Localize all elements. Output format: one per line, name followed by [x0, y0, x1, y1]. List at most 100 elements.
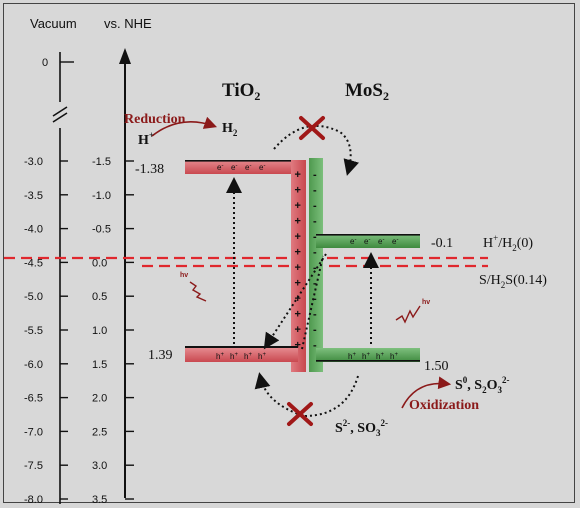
plus-charge: +	[295, 340, 301, 352]
plus-charge: +	[295, 293, 301, 305]
hole: h+	[390, 352, 398, 361]
plus-charge: +	[295, 278, 301, 290]
electron: e-	[231, 163, 237, 172]
tio2-holes: h+ h+ h+ h+	[216, 352, 266, 361]
minus-charge: -	[313, 200, 317, 212]
electron: e-	[259, 163, 265, 172]
minus-charge: -	[313, 216, 317, 228]
hole: h+	[362, 352, 370, 361]
plus-charge: +	[295, 324, 301, 336]
plus-charge: +	[295, 231, 301, 243]
minus-charge: -	[313, 247, 317, 259]
vacuum-axis: 0 -3.0 -3.5 -4.0 -4.5 -5.0 -5.5 -6.0 -6.5 -7.0 -7…	[24, 52, 74, 504]
tio2-vb-value: 1.39	[148, 348, 173, 363]
vacuum-tick-label: -8.0	[24, 494, 43, 504]
hole: h+	[216, 352, 224, 361]
nhe-tick-label: -0.5	[92, 224, 111, 236]
nhe-tick-label: 1.5	[92, 359, 107, 371]
minus-charge: -	[313, 340, 317, 352]
vacuum-tick-label: -4.0	[24, 224, 43, 236]
vacuum-tick-label: -5.5	[24, 325, 43, 337]
tio2-electrons: e-e-e-e-	[217, 163, 265, 172]
oxidation-label: Oxidization	[409, 398, 479, 413]
vacuum-axis-title: Vacuum	[30, 16, 77, 31]
tio2-conduction-band	[185, 160, 298, 174]
minus-charge: -	[313, 293, 317, 305]
plus-charge: +	[295, 262, 301, 274]
interface-negative-charges: - - - - - - - - - - - -	[313, 169, 317, 352]
svg-text:hv: hv	[180, 272, 188, 279]
minus-charge: -	[313, 309, 317, 321]
nhe-tick-marks: -1.5 -1.0 -0.5 0.0 0.5 1.0 1.5 2.0 2.5 3.0 3.5	[92, 156, 134, 504]
mos2-interface-column	[309, 158, 323, 372]
reduction-product: H2	[222, 121, 238, 138]
plus-charge: +	[295, 169, 301, 181]
plus-charge: +	[295, 216, 301, 228]
h2s-potential-label: S/H2S(0.14)	[479, 273, 547, 290]
cross-bottom-icon	[287, 402, 313, 426]
nhe-tick-label: -1.0	[92, 190, 111, 202]
mos2-valence-band	[316, 348, 420, 362]
nhe-tick-label: 3.0	[92, 460, 107, 472]
hole: h+	[244, 352, 252, 361]
vacuum-tick-label: -7.5	[24, 460, 43, 472]
blocked-hole-path	[254, 372, 359, 418]
blocked-electron-path	[273, 124, 359, 176]
cross-top-icon	[299, 116, 325, 140]
diagram-frame: Vacuum vs. NHE 0 -3.0 -3.5 -4.0 -4.5 -5.0 -5.…	[3, 3, 575, 504]
interface-recombination-arrow	[301, 255, 324, 350]
svg-text:hv: hv	[422, 299, 430, 306]
nhe-tick-label: -1.5	[92, 156, 111, 168]
tio2-title: TiO2	[222, 80, 260, 103]
electron: e-	[364, 237, 370, 246]
mos2-conduction-band	[316, 234, 420, 248]
mos2-band	[309, 158, 420, 372]
electron: e-	[350, 237, 356, 246]
electron: e-	[392, 237, 398, 246]
reduction-label: Reduction	[124, 112, 186, 127]
nhe-tick-label: 0.0	[92, 257, 107, 269]
plus-charge: +	[295, 185, 301, 197]
vacuum-tick-marks: -3.0 -3.5 -4.0 -4.5 -5.0 -5.5 -6.0 -6.5 -7.0 -7.5…	[24, 156, 68, 504]
tio2-interface-column	[291, 160, 306, 372]
vacuum-tick-label: -7.0	[24, 426, 43, 438]
oxidation-reactants: S2-, SO32-	[335, 418, 388, 438]
mos2-title: MoS2	[345, 80, 389, 103]
hole: h+	[376, 352, 384, 361]
minus-charge: -	[313, 185, 317, 197]
nhe-tick-label: 2.5	[92, 426, 107, 438]
mos2-cb-value: -0.1	[431, 236, 453, 251]
mos2-vb-value: 1.50	[424, 359, 449, 374]
plus-charge: +	[295, 200, 301, 212]
plus-charge: +	[295, 247, 301, 259]
vacuum-tick-label: -3.0	[24, 156, 43, 168]
interface-positive-charges: + + + + + + + + + + + +	[295, 169, 301, 352]
vacuum-tick-label: -6.5	[24, 393, 43, 405]
minus-charge: -	[313, 169, 317, 181]
mos2-electrons: e-e-e-e-	[350, 237, 398, 246]
h2-potential-label: H+/H2(0)	[483, 233, 533, 253]
nhe-axis: -1.5 -1.0 -0.5 0.0 0.5 1.0 1.5 2.0 2.5 3.0 3.5	[92, 48, 134, 504]
vacuum-tick-0: 0	[42, 57, 48, 69]
hole: h+	[258, 352, 266, 361]
nhe-tick-label: 2.0	[92, 393, 107, 405]
electron: e-	[245, 163, 251, 172]
reduction-arrow	[151, 116, 218, 137]
oxidation-arrow	[401, 376, 452, 409]
mos2-holes: h+ h+ h+ h+	[348, 352, 398, 361]
electron: e-	[217, 163, 223, 172]
tio2-cb-value: -1.38	[135, 162, 164, 177]
reduction-reactant: H+	[138, 130, 154, 148]
vacuum-tick-label: -3.5	[24, 190, 43, 202]
minus-charge: -	[313, 324, 317, 336]
tio2-valence-band	[185, 348, 298, 362]
oxidation-products: S0, S2O32-	[455, 375, 509, 395]
z-scheme-transfer-arrow	[263, 253, 327, 350]
minus-charge: -	[313, 231, 317, 243]
hole: h+	[230, 352, 238, 361]
band-diagram: Vacuum vs. NHE 0 -3.0-3.5-4.0-4.5-5.0-5.…	[4, 16, 547, 504]
nhe-tick-label: 3.5	[92, 494, 107, 504]
hole: h+	[348, 352, 356, 361]
electron: e-	[378, 237, 384, 246]
nhe-axis-title: vs. NHE	[104, 16, 152, 31]
